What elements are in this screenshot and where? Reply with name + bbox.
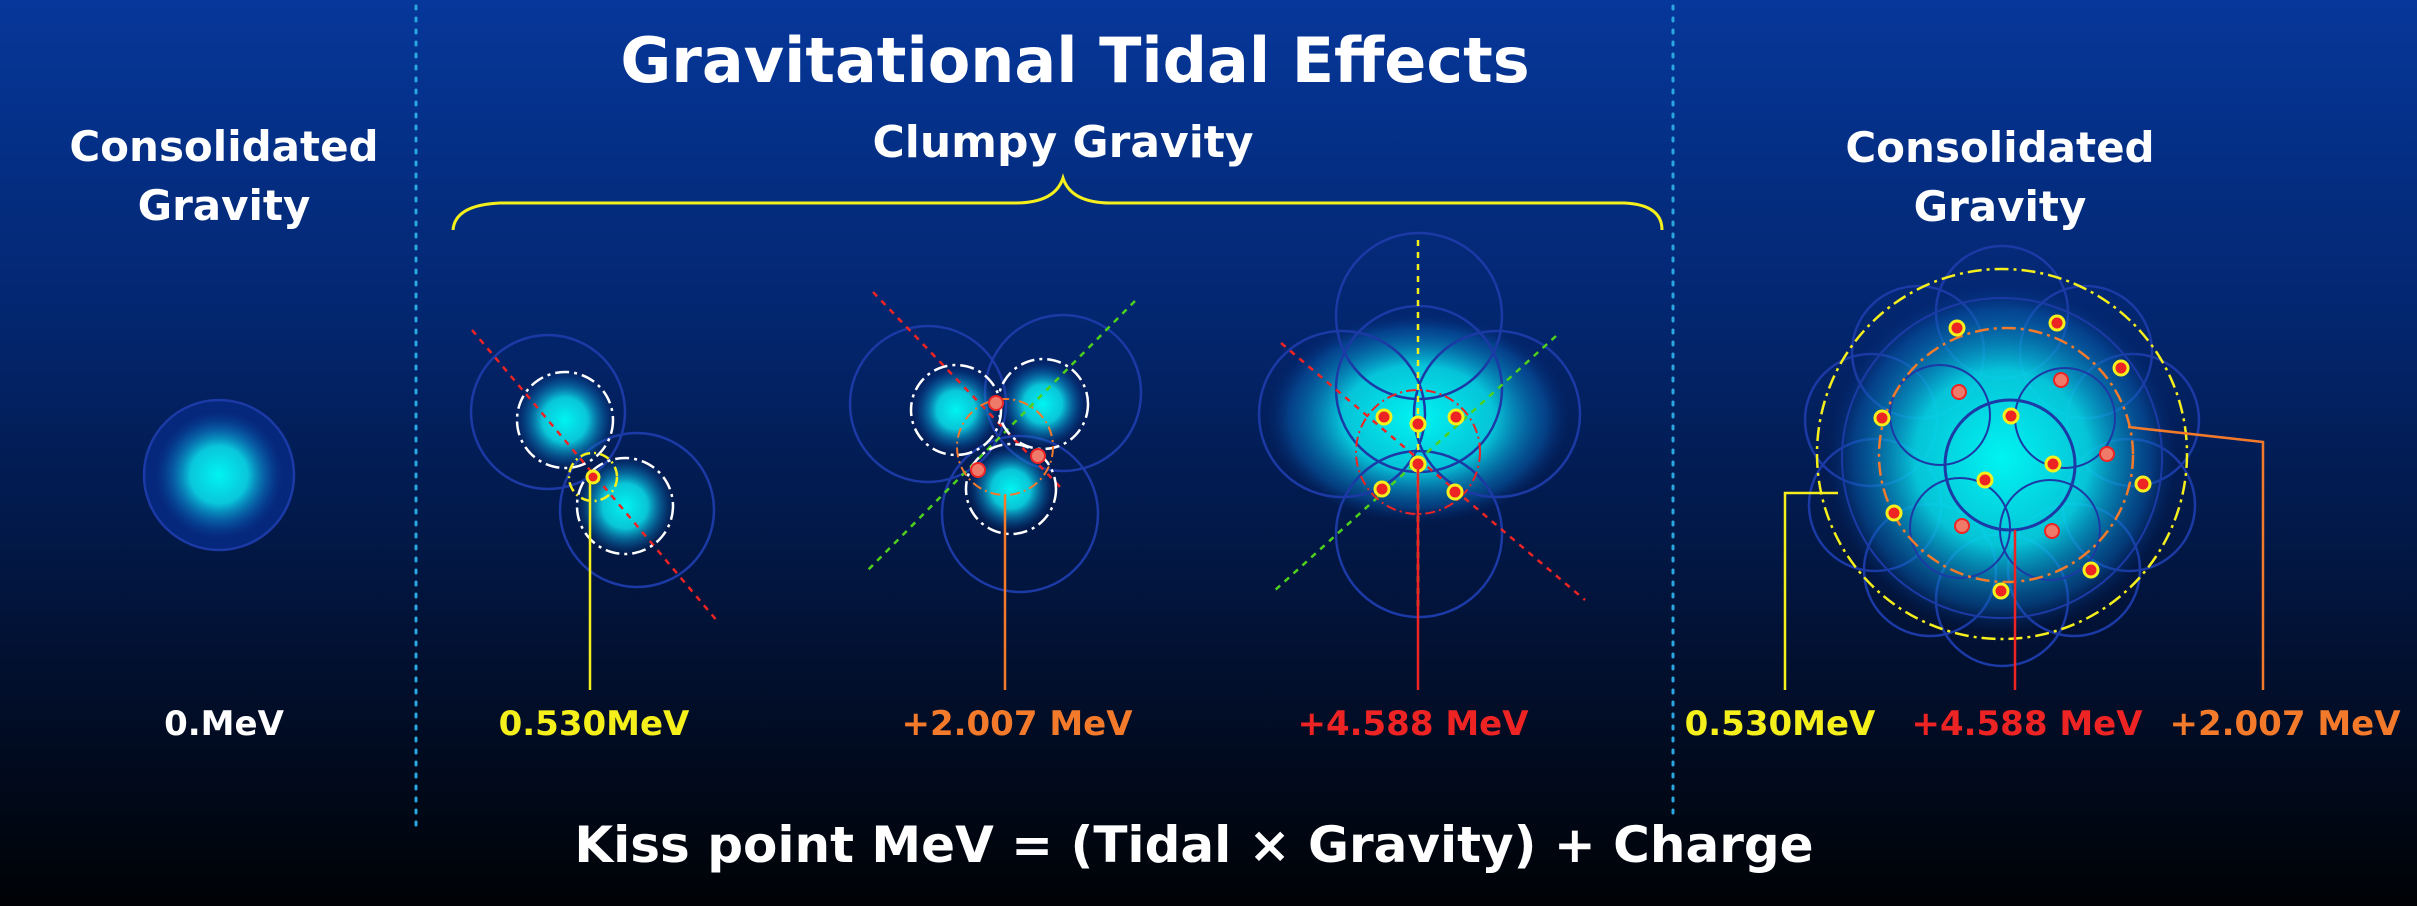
right-heading-line2: Gravity: [1914, 182, 2087, 231]
middle-value-2: +2.007 MeV: [901, 704, 1133, 744]
curly-brace: [451, 173, 1664, 231]
main-title: Gravitational Tidal Effects: [620, 24, 1529, 97]
middle-heading: Clumpy Gravity: [872, 117, 1253, 168]
left-value: 0.MeV: [164, 704, 284, 744]
right-consolidated-sphere: [1783, 244, 2265, 690]
formula: Kiss point MeV = (Tidal × Gravity) + Cha…: [574, 816, 1813, 874]
right-value-3: +2.007 MeV: [2169, 704, 2401, 744]
clump-two: [469, 329, 719, 690]
left-heading-line2: Gravity: [138, 181, 311, 230]
left-consolidated-sphere: [142, 398, 296, 552]
left-heading-line1: Consolidated: [69, 122, 378, 171]
right-value-1: 0.530MeV: [1685, 704, 1876, 744]
clump-multi: [1257, 231, 1586, 690]
middle-value-3: +4.588 MeV: [1297, 704, 1529, 744]
clump-three: [848, 291, 1143, 690]
right-heading-line1: Consolidated: [1845, 123, 2154, 172]
right-value-2: +4.588 MeV: [1911, 704, 2143, 744]
middle-value-1: 0.530MeV: [499, 704, 690, 744]
